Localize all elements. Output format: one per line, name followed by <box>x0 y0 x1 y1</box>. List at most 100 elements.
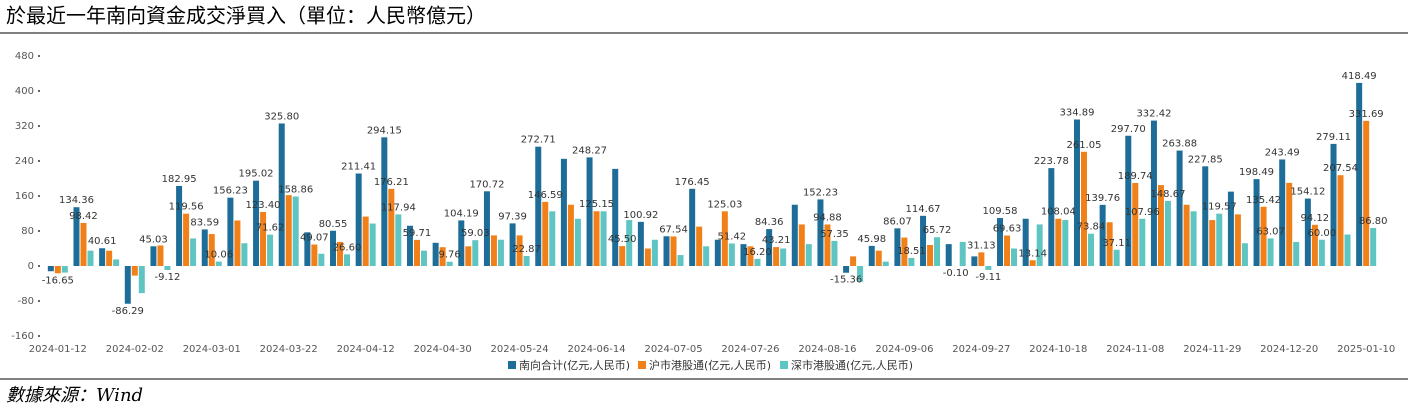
data-label: 10.06 <box>204 250 233 261</box>
data-label: 117.94 <box>381 202 416 213</box>
x-tick-label: 2024-03-01 <box>183 344 241 355</box>
bar <box>626 220 633 266</box>
bar <box>1311 224 1318 266</box>
bar <box>600 211 607 266</box>
data-label: 49.07 <box>300 233 329 244</box>
data-label: 109.58 <box>983 206 1018 217</box>
bar <box>574 218 581 266</box>
bar <box>754 258 761 266</box>
data-label: 170.72 <box>469 179 504 190</box>
bar <box>677 255 684 266</box>
bar <box>61 266 68 273</box>
bar <box>1344 234 1351 266</box>
bar <box>311 244 318 266</box>
bar <box>714 239 721 266</box>
data-label: 119.56 <box>169 202 204 213</box>
bar <box>267 234 274 266</box>
data-label: 104.19 <box>444 208 479 219</box>
bar <box>190 238 197 266</box>
bar <box>344 254 351 266</box>
x-tick-label: 2024-04-12 <box>337 344 395 355</box>
bar <box>908 257 915 266</box>
bar <box>292 196 299 266</box>
x-tick-label: 2024-09-27 <box>952 344 1010 355</box>
data-label: 45.98 <box>857 234 886 245</box>
bar <box>208 234 215 266</box>
y-tick-label: 240 <box>15 156 34 167</box>
data-label: 63.07 <box>1256 226 1285 237</box>
x-tick-label: 2024-03-22 <box>260 344 318 355</box>
bar <box>1190 211 1197 266</box>
data-label: 125.03 <box>707 199 742 210</box>
bar <box>934 237 941 266</box>
data-label: 16.20 <box>743 247 772 258</box>
data-label: 139.76 <box>1085 193 1120 204</box>
bar <box>780 248 787 266</box>
bar <box>997 218 1004 266</box>
data-label: 67.54 <box>659 224 688 235</box>
data-label: 297.70 <box>1111 124 1146 135</box>
data-label: 86.80 <box>1359 216 1388 227</box>
data-label: 51.42 <box>718 232 747 243</box>
x-tick-label: 2024-08-16 <box>798 344 856 355</box>
bar <box>1370 228 1377 266</box>
bar <box>945 244 952 266</box>
data-label: 40.61 <box>88 236 117 247</box>
data-label: 294.15 <box>367 125 402 136</box>
bar <box>1022 218 1029 266</box>
bar <box>651 239 658 266</box>
bar <box>406 225 413 266</box>
bar <box>164 266 171 270</box>
data-label: 22.87 <box>512 244 541 255</box>
legend-label: 沪市港股通(亿元,人民币) <box>649 358 771 372</box>
bar <box>1048 168 1055 266</box>
y-tick-label: 400 <box>15 86 34 97</box>
bar <box>183 213 190 266</box>
bar <box>439 247 446 266</box>
x-tick-label: 2024-10-18 <box>1029 344 1087 355</box>
y-tick-label: 0 <box>28 261 34 272</box>
data-label: 325.80 <box>264 111 299 122</box>
bar <box>483 191 490 266</box>
bar <box>1253 179 1260 266</box>
bar <box>260 212 267 266</box>
data-label: -15.36 <box>830 275 862 286</box>
source: 數據來源：Wind <box>6 385 143 406</box>
bar <box>857 266 864 282</box>
bar <box>882 261 889 266</box>
bar <box>817 199 824 266</box>
data-label: 211.41 <box>341 162 376 173</box>
bar <box>106 250 113 266</box>
bar <box>362 216 369 266</box>
bar <box>1330 143 1337 266</box>
x-tick-label: 2024-09-06 <box>875 344 933 355</box>
data-label: -9.12 <box>155 272 181 283</box>
data-label: 94.88 <box>813 212 842 223</box>
bar <box>472 240 479 266</box>
bar <box>1293 241 1300 266</box>
bar <box>831 240 838 266</box>
bar <box>432 242 439 266</box>
legend-label: 南向合计(亿元,人民币) <box>519 358 630 372</box>
bar <box>1087 233 1094 266</box>
bar <box>138 266 145 294</box>
bar <box>304 232 311 266</box>
bar <box>1234 214 1241 266</box>
bar <box>1363 120 1370 267</box>
data-label: 195.02 <box>239 169 274 180</box>
bar <box>798 224 805 266</box>
bar <box>80 222 87 266</box>
data-label: 261.05 <box>1066 140 1101 151</box>
bar <box>1318 239 1325 266</box>
data-label: 98.42 <box>69 211 98 222</box>
data-label: 97.39 <box>498 211 527 222</box>
data-label: 45.03 <box>139 234 168 245</box>
bar <box>549 211 556 266</box>
bar <box>1029 260 1036 266</box>
bar <box>1157 185 1164 266</box>
bar <box>1106 222 1113 266</box>
bar <box>516 235 523 266</box>
data-label: 123.40 <box>246 200 281 211</box>
y-tick-label: -160 <box>11 331 34 342</box>
x-tick-label: 2024-04-30 <box>414 344 472 355</box>
